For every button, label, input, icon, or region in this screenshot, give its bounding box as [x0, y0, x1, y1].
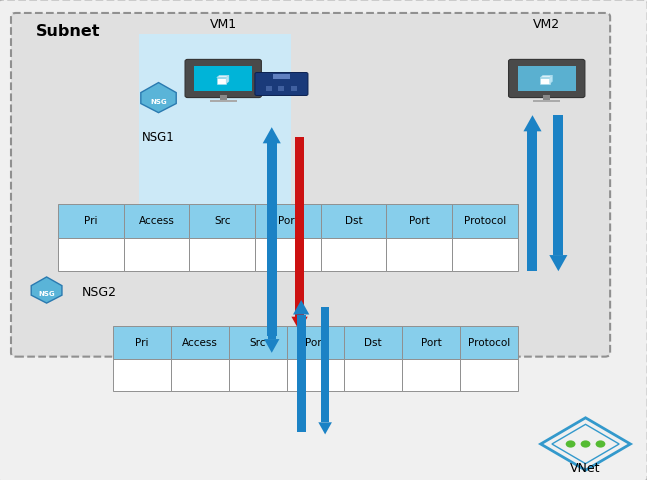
Text: NSG: NSG — [38, 290, 55, 297]
Bar — [543, 95, 550, 101]
Polygon shape — [540, 75, 553, 78]
Bar — [190, 238, 255, 271]
Text: Port: Port — [278, 216, 298, 226]
Text: Subnet: Subnet — [36, 24, 100, 39]
Bar — [386, 204, 452, 238]
Polygon shape — [293, 300, 309, 314]
Polygon shape — [291, 317, 308, 331]
Polygon shape — [141, 83, 176, 113]
Bar — [266, 86, 272, 91]
Bar — [386, 238, 452, 271]
Bar — [344, 326, 402, 359]
Text: Port: Port — [409, 216, 430, 226]
Text: Access: Access — [138, 216, 175, 226]
Bar — [210, 100, 237, 102]
Bar — [267, 144, 277, 336]
Polygon shape — [549, 255, 567, 271]
Circle shape — [580, 440, 591, 448]
Bar — [287, 359, 344, 391]
Text: Pri: Pri — [135, 337, 149, 348]
Text: NSG2: NSG2 — [82, 286, 117, 300]
Bar — [113, 359, 171, 391]
Bar — [171, 326, 229, 359]
Bar — [124, 238, 190, 271]
Bar — [344, 359, 402, 391]
Bar — [255, 204, 321, 238]
Polygon shape — [264, 339, 280, 353]
Polygon shape — [318, 422, 332, 434]
Bar — [322, 307, 329, 422]
Bar — [452, 238, 518, 271]
Bar — [402, 326, 460, 359]
Bar — [518, 66, 576, 91]
Bar — [553, 115, 564, 255]
Text: Access: Access — [182, 337, 218, 348]
FancyBboxPatch shape — [255, 72, 308, 96]
Bar — [58, 204, 124, 238]
Polygon shape — [523, 115, 542, 132]
Bar — [460, 326, 518, 359]
Bar — [113, 326, 171, 359]
FancyBboxPatch shape — [185, 60, 261, 97]
Text: Port: Port — [305, 337, 326, 348]
Bar — [527, 132, 538, 271]
Bar — [229, 359, 287, 391]
Bar — [194, 66, 252, 91]
Bar — [255, 238, 321, 271]
Text: VM2: VM2 — [533, 18, 560, 31]
Polygon shape — [217, 78, 226, 84]
Circle shape — [596, 440, 606, 448]
Bar — [287, 326, 344, 359]
Polygon shape — [217, 75, 229, 78]
Text: Pri: Pri — [84, 216, 98, 226]
Bar — [402, 359, 460, 391]
Bar — [452, 204, 518, 238]
Bar — [219, 95, 226, 101]
Bar — [291, 86, 297, 91]
Polygon shape — [540, 78, 550, 84]
Text: Src: Src — [249, 337, 266, 348]
Bar — [533, 100, 560, 102]
Bar — [460, 359, 518, 391]
Polygon shape — [550, 75, 553, 84]
Bar — [267, 271, 276, 339]
Polygon shape — [31, 277, 62, 303]
Bar — [190, 204, 255, 238]
Bar — [295, 137, 304, 317]
Bar — [229, 326, 287, 359]
Polygon shape — [263, 127, 281, 144]
Text: Protocol: Protocol — [468, 337, 510, 348]
Bar — [321, 238, 386, 271]
Circle shape — [565, 440, 575, 448]
Text: Dst: Dst — [345, 216, 362, 226]
Bar — [278, 86, 285, 91]
Polygon shape — [226, 75, 229, 84]
Bar — [139, 34, 291, 204]
Bar — [273, 74, 290, 79]
Text: VM1: VM1 — [210, 18, 237, 31]
Bar — [297, 314, 305, 432]
Text: Port: Port — [421, 337, 441, 348]
Text: Dst: Dst — [364, 337, 382, 348]
Bar — [321, 204, 386, 238]
Text: Protocol: Protocol — [464, 216, 506, 226]
Bar — [124, 204, 190, 238]
Text: VNet: VNet — [570, 461, 601, 475]
Text: Src: Src — [214, 216, 230, 226]
Bar — [171, 359, 229, 391]
Bar — [58, 238, 124, 271]
Text: NSG1: NSG1 — [142, 131, 175, 144]
FancyBboxPatch shape — [509, 60, 585, 97]
Text: NSG: NSG — [150, 99, 167, 105]
FancyBboxPatch shape — [11, 13, 610, 357]
